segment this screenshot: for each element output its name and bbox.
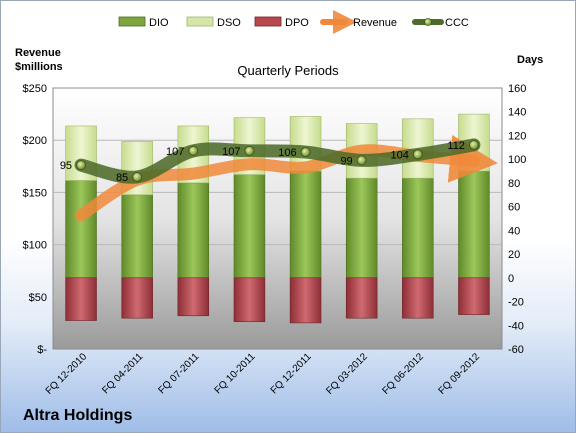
left-tick-label: $50 bbox=[29, 292, 47, 304]
legend-label-dio: DIO bbox=[149, 17, 169, 29]
right-tick-label: 40 bbox=[508, 225, 520, 237]
bar-dio bbox=[233, 174, 266, 279]
right-tick-label: 120 bbox=[508, 130, 526, 142]
ccc-point bbox=[356, 155, 367, 166]
ccc-data-label: 95 bbox=[60, 160, 72, 172]
x-tick-label: FQ 12-2010 bbox=[44, 351, 90, 397]
plot-area bbox=[52, 87, 503, 350]
legend-swatch-dio bbox=[118, 16, 146, 27]
legend-swatch-ccc-marker bbox=[424, 18, 432, 26]
ccc-point bbox=[132, 171, 143, 182]
bar-dpo bbox=[458, 277, 490, 315]
left-axis-title-line1: Revenue bbox=[15, 47, 61, 59]
ccc-data-label: 99 bbox=[340, 155, 352, 167]
x-tick-label: FQ 12-2011 bbox=[269, 351, 314, 396]
ccc-data-label: 107 bbox=[222, 146, 240, 158]
ccc-data-label: 107 bbox=[166, 146, 184, 158]
bar-dio bbox=[402, 177, 434, 279]
left-tick-label: $250 bbox=[23, 83, 47, 95]
right-tick-label: 100 bbox=[508, 154, 526, 166]
bar-dio bbox=[458, 170, 490, 279]
x-tick-label: FQ 07-2011 bbox=[156, 351, 201, 396]
x-tick-label: FQ 10-2011 bbox=[213, 351, 258, 396]
right-tick-label: 160 bbox=[508, 83, 526, 95]
bar-dio bbox=[177, 182, 210, 279]
left-axis-title-line2: $millions bbox=[15, 61, 63, 73]
ccc-data-label: 112 bbox=[447, 140, 465, 152]
legend-swatch-dso bbox=[186, 16, 214, 27]
left-tick-label: $200 bbox=[23, 135, 47, 147]
x-tick-label: FQ 06-2012 bbox=[380, 351, 426, 397]
ccc-point bbox=[244, 145, 255, 156]
right-tick-label: -20 bbox=[508, 297, 524, 309]
chart-title: Quarterly Periods bbox=[237, 63, 339, 78]
bar-dio bbox=[345, 177, 378, 279]
bar-dpo bbox=[121, 277, 153, 319]
right-tick-label: 140 bbox=[508, 107, 526, 119]
ccc-data-label: 106 bbox=[278, 147, 296, 159]
ccc-point bbox=[412, 149, 423, 160]
company-name: Altra Holdings bbox=[23, 407, 133, 424]
right-axis-title: Days bbox=[517, 54, 544, 66]
right-tick-label: 0 bbox=[508, 273, 514, 285]
ccc-point bbox=[76, 160, 87, 171]
bar-dio bbox=[289, 170, 322, 279]
bar-dio bbox=[65, 180, 97, 279]
legend-label-dpo: DPO bbox=[285, 17, 309, 29]
bar-dpo bbox=[402, 277, 434, 319]
ccc-data-label: 104 bbox=[390, 149, 408, 161]
left-tick-label: $100 bbox=[23, 240, 47, 252]
x-tick-label: FQ 04-2011 bbox=[100, 351, 145, 396]
bar-dpo bbox=[177, 277, 210, 317]
left-tick-label: $150 bbox=[23, 187, 47, 199]
legend-label-revenue: Revenue bbox=[353, 17, 397, 29]
right-tick-label: 60 bbox=[508, 202, 520, 214]
bar-dpo bbox=[289, 277, 322, 324]
right-tick-label: -60 bbox=[508, 344, 524, 356]
legend-label-dso: DSO bbox=[217, 17, 241, 29]
bar-dpo bbox=[233, 277, 266, 323]
legend-label-ccc: CCC bbox=[445, 17, 469, 29]
x-tick-label: FQ 09-2012 bbox=[437, 351, 483, 397]
ccc-point bbox=[468, 139, 479, 150]
legend-swatch-dpo bbox=[254, 16, 282, 27]
bar-dpo bbox=[345, 277, 378, 319]
ccc-point bbox=[300, 147, 311, 158]
right-tick-label: 80 bbox=[508, 178, 520, 190]
ccc-line bbox=[74, 138, 481, 184]
left-tick-label: $- bbox=[37, 344, 47, 356]
bar-dio bbox=[121, 194, 153, 279]
right-tick-label: -40 bbox=[508, 320, 524, 332]
bar-dpo bbox=[65, 277, 97, 321]
ccc-data-label: 85 bbox=[116, 172, 128, 184]
ccc-point bbox=[188, 145, 199, 156]
left-axis-title: Revenue $millions bbox=[15, 46, 63, 74]
x-tick-label: FQ 03-2012 bbox=[324, 351, 370, 397]
right-tick-label: 20 bbox=[508, 249, 520, 261]
